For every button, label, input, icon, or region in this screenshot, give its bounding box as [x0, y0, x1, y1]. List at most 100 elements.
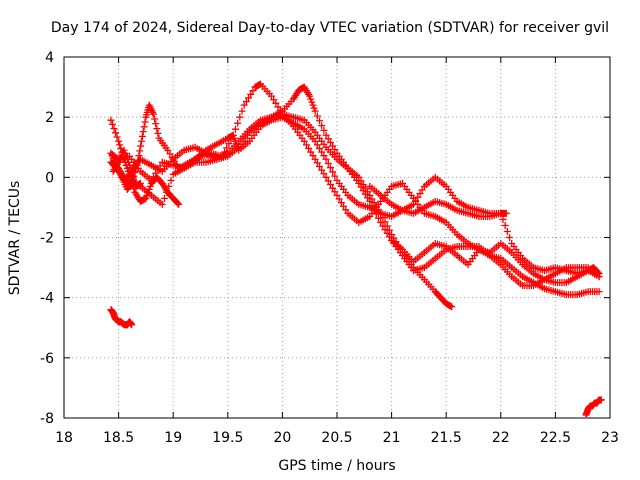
data-point — [123, 155, 131, 163]
series-track-e — [107, 116, 183, 208]
data-point — [302, 141, 310, 149]
data-point — [385, 226, 393, 234]
data-point — [108, 120, 116, 128]
data-point — [307, 148, 315, 156]
data-point — [311, 107, 319, 115]
data-point — [107, 116, 115, 124]
data-point — [313, 112, 321, 120]
data-point — [267, 92, 275, 100]
data-point — [320, 126, 328, 134]
data-point — [310, 104, 318, 112]
data-point — [377, 209, 385, 217]
data-point — [499, 215, 507, 223]
data-point — [242, 98, 250, 106]
y-tick-label: 0 — [45, 170, 54, 186]
data-point — [145, 185, 153, 193]
data-point — [154, 129, 162, 137]
data-point — [322, 173, 330, 181]
data-point — [309, 152, 317, 160]
data-point — [136, 179, 144, 187]
series-early-cluster — [107, 306, 136, 329]
data-point — [300, 137, 308, 145]
data-point — [307, 95, 315, 103]
data-point — [329, 142, 337, 150]
data-point — [240, 101, 248, 109]
data-point — [357, 177, 365, 185]
data-point — [245, 94, 253, 102]
data-point — [139, 128, 147, 136]
data-point — [388, 230, 396, 238]
data-point — [320, 152, 328, 160]
data-point — [309, 101, 317, 109]
y-axis-ticks: -8 -6 -4 -2 0 2 4 — [40, 50, 610, 427]
data-point — [121, 149, 129, 157]
data-point — [142, 194, 150, 202]
data-point — [412, 197, 420, 205]
x-tick-label: 19.5 — [212, 430, 243, 446]
data-point — [331, 188, 339, 196]
data-point — [236, 113, 244, 121]
y-tick-label: -2 — [40, 231, 54, 247]
data-point — [416, 190, 424, 198]
x-tick-label: 20.5 — [321, 430, 352, 446]
data-point — [359, 181, 367, 189]
y-tick-label: -4 — [40, 291, 54, 307]
data-point — [175, 200, 183, 208]
data-point — [225, 140, 233, 148]
data-point — [368, 195, 376, 203]
data-point — [167, 176, 175, 184]
x-tick-label: 18 — [55, 430, 73, 446]
data-point — [364, 188, 372, 196]
data-point — [230, 134, 238, 142]
data-point — [324, 177, 332, 185]
data-point — [160, 194, 168, 202]
series-track-d — [107, 110, 456, 311]
data-point — [151, 115, 159, 123]
data-point — [153, 125, 161, 133]
data-point — [229, 131, 237, 139]
data-point — [308, 98, 316, 106]
data-point — [340, 202, 348, 210]
x-tick-label: 18.5 — [103, 430, 134, 446]
data-point — [331, 146, 339, 154]
data-point — [138, 132, 146, 140]
series-track-a — [107, 80, 603, 287]
data-points — [107, 80, 605, 419]
data-point — [418, 186, 426, 194]
data-point — [501, 221, 509, 229]
data-point — [122, 152, 130, 160]
data-point — [409, 200, 417, 208]
data-point — [383, 222, 391, 230]
grid — [64, 57, 610, 418]
data-point — [324, 159, 332, 167]
data-point — [146, 182, 154, 190]
data-point — [238, 107, 246, 115]
data-point — [597, 396, 605, 404]
data-point — [272, 99, 280, 107]
data-point — [156, 162, 164, 170]
data-point — [128, 321, 136, 329]
data-point — [124, 158, 132, 166]
data-point — [164, 146, 172, 154]
data-point — [326, 181, 334, 189]
data-point — [326, 164, 334, 172]
data-point — [313, 159, 321, 167]
data-point — [231, 137, 239, 145]
data-point — [316, 144, 324, 152]
y-axis-label: SDTVAR / TECUs — [7, 181, 23, 296]
data-point — [361, 184, 369, 192]
data-point — [318, 148, 326, 156]
data-point — [414, 193, 422, 201]
data-point — [335, 195, 343, 203]
series-track-f — [109, 146, 144, 190]
data-point — [137, 142, 145, 150]
data-point — [166, 150, 174, 158]
x-tick-label: 22 — [492, 430, 510, 446]
data-point — [331, 172, 339, 180]
series-track-b — [107, 83, 603, 290]
data-point — [318, 166, 326, 174]
data-point — [270, 96, 278, 104]
data-point — [140, 123, 148, 131]
x-tick-label: 22.5 — [540, 430, 571, 446]
data-point — [150, 110, 158, 118]
